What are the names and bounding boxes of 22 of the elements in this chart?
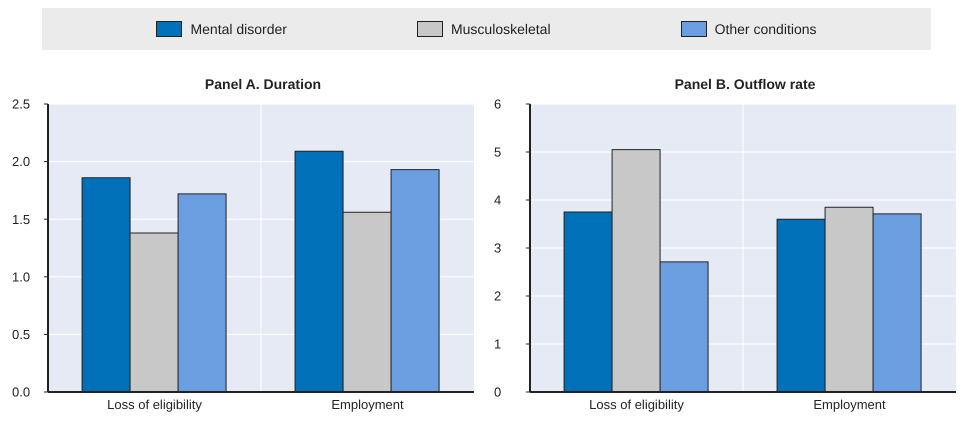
y-tick-label: 2: [494, 288, 502, 304]
x-tick-label: Employment: [331, 397, 404, 412]
y-tick-label: 1.5: [12, 212, 30, 227]
y-tick-label: 4: [494, 192, 502, 208]
y-tick-label: 0.0: [12, 384, 30, 400]
x-tick-label: Loss of eligibility: [589, 397, 684, 412]
y-tick-label: 2.5: [12, 96, 30, 112]
y-tick-label: 2.0: [12, 154, 30, 170]
y-tick-label: 0.5: [12, 327, 30, 342]
x-tick-label: Employment: [813, 397, 886, 412]
x-tick-label: Loss of eligibility: [107, 397, 202, 412]
y-tick-label: 1: [494, 336, 502, 352]
y-tick-label: 5: [494, 144, 502, 160]
y-tick-label: 3: [494, 240, 502, 256]
legend-label: Mental disorder: [190, 21, 287, 37]
legend-label: Other conditions: [714, 21, 817, 37]
y-tick-label: 6: [494, 96, 502, 112]
y-tick-label: 1.0: [12, 269, 30, 284]
chart-title: Panel A. Duration: [204, 76, 322, 94]
chart-title: Panel B. Outflow rate: [674, 76, 816, 94]
y-tick-label: 0: [494, 384, 502, 400]
legend-label: Musculoskeletal: [450, 21, 551, 37]
